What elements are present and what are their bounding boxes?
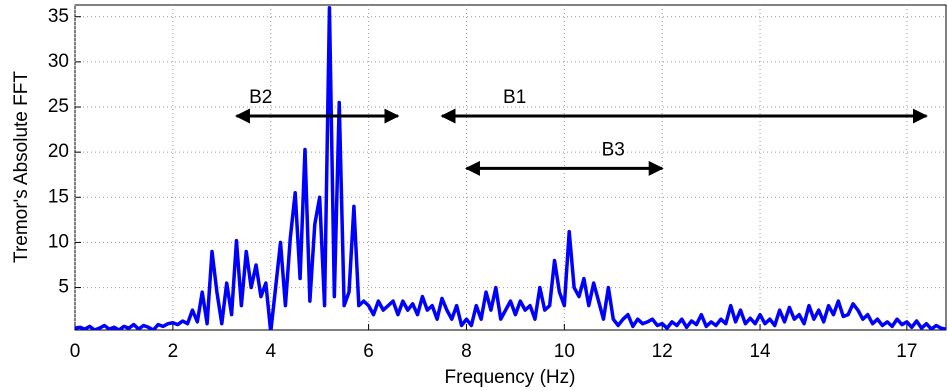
x-tick-label: 2 (168, 341, 179, 362)
x-tick-label: 14 (749, 341, 771, 362)
x-tick-label: 8 (461, 341, 472, 362)
y-tick-label: 20 (48, 141, 69, 162)
band-label: B2 (249, 87, 272, 108)
y-tick-label: 25 (48, 96, 69, 117)
y-tick-label: 10 (48, 231, 69, 252)
y-axis-label: Tremor's Absolute FFT (11, 71, 32, 263)
x-tick-label: 4 (265, 341, 276, 362)
x-tick-label: 0 (70, 341, 81, 362)
x-axis-label: Frequency (Hz) (445, 367, 576, 388)
y-tick-label: 30 (48, 51, 69, 72)
x-tick-label: 17 (896, 341, 917, 362)
line-series (75, 5, 946, 330)
y-tick-label: 35 (48, 6, 69, 27)
x-tick-label: 6 (363, 341, 374, 362)
band-label: B1 (503, 87, 526, 108)
y-tick-label: 15 (48, 186, 69, 207)
band-label: B3 (602, 139, 625, 160)
y-tick-label: 5 (58, 277, 69, 298)
x-tick-label: 10 (554, 341, 575, 362)
x-tick-label: 12 (652, 341, 673, 362)
